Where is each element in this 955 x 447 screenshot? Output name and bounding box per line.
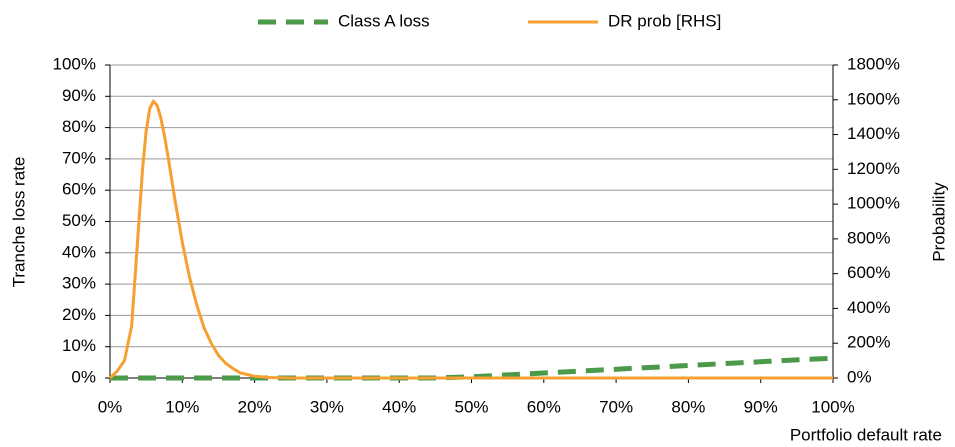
legend-label: Class A loss	[338, 11, 430, 30]
x-tick-label: 50%	[454, 397, 488, 416]
y2-tick-label: 1400%	[847, 124, 900, 143]
y2-tick-label: 1800%	[847, 54, 900, 73]
data-line	[110, 355, 834, 381]
y2-tick-label: 200%	[847, 333, 890, 352]
y-tick-label: 40%	[62, 242, 96, 261]
legend-label: DR prob [RHS]	[608, 11, 721, 30]
x-tick-label: 100%	[811, 397, 854, 416]
x-tick-label: 20%	[238, 397, 272, 416]
y2-tick-label: 400%	[847, 298, 890, 317]
y-tick-label: 0%	[71, 367, 96, 386]
y-tick-label: 50%	[62, 211, 96, 230]
x-tick-label: 90%	[744, 397, 778, 416]
x-tick-label: 10%	[165, 397, 199, 416]
y-tick-label: 90%	[62, 86, 96, 105]
y-tick-label: 20%	[62, 305, 96, 324]
x-tick-label: 80%	[671, 397, 705, 416]
y-tick-label: 70%	[62, 148, 96, 167]
x-tick-label: 0%	[98, 397, 123, 416]
y2-tick-label: 1200%	[847, 159, 900, 178]
y2-tick-label: 0%	[847, 367, 872, 386]
x-tick-label: 40%	[382, 397, 416, 416]
y-tick-label: 30%	[62, 274, 96, 293]
y2-tick-label: 600%	[847, 263, 890, 282]
y-tick-label: 60%	[62, 180, 96, 199]
y-tick-label: 100%	[53, 54, 96, 73]
y2-tick-label: 1600%	[847, 89, 900, 108]
y2-axis-label: Probability	[929, 182, 948, 262]
data-line	[108, 99, 833, 380]
y-tick-label: 80%	[62, 117, 96, 136]
y-tick-label: 10%	[62, 336, 96, 355]
y2-tick-label: 800%	[847, 228, 890, 247]
x-axis-label: Portfolio default rate	[790, 425, 942, 444]
y2-tick-label: 1000%	[847, 194, 900, 213]
x-tick-label: 70%	[599, 397, 633, 416]
x-tick-label: 60%	[527, 397, 561, 416]
x-tick-label: 30%	[310, 397, 344, 416]
y-axis-label: Tranche loss rate	[9, 157, 28, 288]
